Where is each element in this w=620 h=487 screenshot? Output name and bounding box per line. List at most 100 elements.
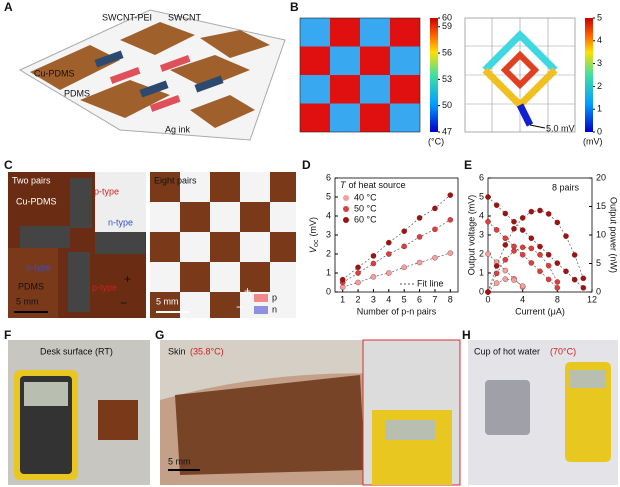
- y2-axis-label: Output power (nW): [609, 197, 619, 273]
- data-point: [493, 227, 500, 233]
- data-point: [432, 255, 438, 261]
- data-point: [554, 285, 561, 291]
- series-line: [342, 194, 451, 280]
- panel-a-label: Ag ink: [165, 124, 191, 134]
- y-tick-label: 2: [326, 248, 331, 258]
- y-axis-label: Voc (mV): [308, 217, 319, 253]
- series-line: [487, 246, 558, 293]
- data-point: [485, 194, 491, 200]
- data-point: [519, 252, 526, 258]
- x-tick-label: 0: [485, 294, 490, 304]
- legend-label: 40 °C: [354, 192, 377, 202]
- pointer: [529, 124, 546, 129]
- heat-cell: [330, 46, 360, 75]
- legend-marker: [343, 195, 349, 201]
- colorbar-label: 2: [597, 81, 602, 91]
- y-axis-unit: (mV): [308, 217, 318, 237]
- panel-a-label: SWCNT: [168, 12, 201, 22]
- data-point: [580, 275, 587, 282]
- decoration: n-type: [108, 217, 133, 227]
- leg: [20, 226, 70, 248]
- decoration: p-type: [92, 282, 117, 292]
- legend-marker: [343, 206, 349, 212]
- voltage-map: [464, 17, 576, 133]
- data-point: [447, 192, 454, 198]
- legend-marker: [343, 217, 349, 223]
- heat-cell: [300, 75, 330, 104]
- y-tick-label: 3: [479, 229, 484, 239]
- legend-label: 60 °C: [354, 214, 377, 224]
- data-point: [493, 270, 500, 277]
- data-point: [447, 250, 454, 256]
- plot-frame: [487, 177, 593, 293]
- wt: Two pairs: [12, 175, 51, 185]
- y-axis-subscript: oc: [313, 239, 320, 247]
- cup: [485, 380, 530, 435]
- data-point: [416, 215, 423, 221]
- x-tick-label: 1: [340, 294, 345, 304]
- x-axis-label: Current (μA): [515, 306, 565, 316]
- data-point: [432, 205, 438, 212]
- data-point: [511, 218, 517, 225]
- decoration: (35.8°C): [190, 346, 224, 356]
- data-point: [502, 276, 509, 282]
- x-tick-label: 3: [371, 294, 376, 304]
- leg: [95, 232, 145, 254]
- wt: +: [244, 284, 251, 298]
- y-tick-label: 1: [479, 267, 484, 277]
- cu-pad: [200, 30, 270, 58]
- device-g: [175, 375, 365, 475]
- y-axis-symbol: V: [308, 246, 318, 253]
- y2-tick-label: 0: [596, 286, 601, 296]
- data-point: [386, 270, 392, 276]
- pl: C: [4, 158, 13, 172]
- data-point: [563, 233, 569, 239]
- heat-cell: [360, 75, 390, 104]
- y-tick-label: 3: [326, 229, 331, 239]
- y-tick-label: 6: [479, 172, 484, 182]
- map-path: [500, 50, 540, 90]
- data-point: [519, 227, 526, 233]
- data-point: [571, 252, 578, 258]
- heatmap: [299, 17, 421, 133]
- data-point: [519, 215, 526, 221]
- data-point: [528, 260, 535, 266]
- x-tick-label: 4: [386, 294, 391, 304]
- data-point: [545, 211, 552, 217]
- device: [98, 400, 138, 440]
- x-tick-label: 2: [356, 294, 361, 304]
- data-point: [401, 243, 407, 250]
- decoration: p: [272, 292, 277, 302]
- legend-n: [254, 306, 268, 314]
- panel-a-label: PDMS: [64, 88, 90, 98]
- heat-cell: [330, 103, 360, 132]
- lcd: [385, 420, 435, 440]
- y-tick-label: 4: [326, 210, 331, 220]
- data-point: [519, 244, 526, 251]
- heat-cell: [330, 75, 360, 104]
- colorbar-unit: (mV): [583, 136, 603, 146]
- data-point: [511, 277, 517, 283]
- data-point: [370, 260, 377, 267]
- colorbar-label: 0: [597, 126, 602, 136]
- y2-tick-label: 5: [596, 258, 601, 268]
- legend-title-text: of heat source: [349, 180, 406, 190]
- cu-pad: [30, 45, 120, 90]
- data-point: [355, 270, 361, 276]
- colorbar-label: 50: [442, 100, 452, 110]
- colorbar-label: 1: [597, 104, 602, 114]
- heat-cell: [390, 46, 420, 75]
- pads: [150, 172, 296, 318]
- decoration: 5 mm: [16, 296, 39, 306]
- heat-cell: [300, 18, 330, 47]
- data-point: [339, 284, 346, 290]
- y-tick-label: 2: [479, 248, 484, 258]
- y-axis-label: Output voltage (mV): [466, 195, 476, 276]
- x-axis-label: Number of p-n pairs: [357, 306, 437, 316]
- colorbar-label: 5: [597, 12, 602, 22]
- colorbar-label: 47: [442, 126, 452, 136]
- lcd: [24, 382, 68, 406]
- data-point: [537, 243, 543, 250]
- x-tick-label: 8: [448, 294, 453, 304]
- legend-fit-label: Fit line: [417, 278, 444, 288]
